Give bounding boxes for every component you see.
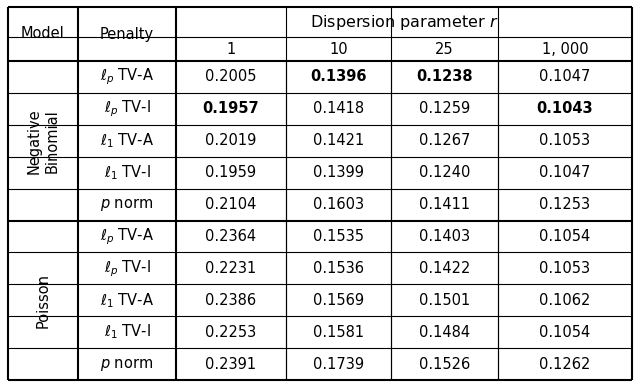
Text: 0.1603: 0.1603 bbox=[313, 197, 364, 212]
Text: 0.1581: 0.1581 bbox=[313, 325, 364, 340]
Text: 0.2364: 0.2364 bbox=[205, 229, 257, 244]
Text: 0.2019: 0.2019 bbox=[205, 133, 257, 148]
Text: 0.2253: 0.2253 bbox=[205, 325, 257, 340]
Text: 0.1053: 0.1053 bbox=[540, 133, 591, 148]
Text: 0.2104: 0.2104 bbox=[205, 197, 257, 212]
Text: 0.2231: 0.2231 bbox=[205, 261, 257, 276]
Text: $\ell_p$ TV-A: $\ell_p$ TV-A bbox=[100, 226, 154, 247]
Text: 1: 1 bbox=[227, 42, 236, 57]
Text: 0.1418: 0.1418 bbox=[313, 101, 364, 116]
Text: 1, 000: 1, 000 bbox=[541, 42, 588, 57]
Text: $\ell_1$ TV-A: $\ell_1$ TV-A bbox=[100, 291, 154, 310]
Text: 0.1422: 0.1422 bbox=[419, 261, 470, 276]
Text: 0.1484: 0.1484 bbox=[419, 325, 470, 340]
Text: $\ell_1$ TV-I: $\ell_1$ TV-I bbox=[104, 323, 150, 341]
Text: $\ell_p$ TV-I: $\ell_p$ TV-I bbox=[104, 99, 150, 119]
Text: 0.1399: 0.1399 bbox=[313, 165, 364, 180]
Text: 0.1047: 0.1047 bbox=[540, 165, 591, 180]
Text: 10: 10 bbox=[329, 42, 348, 57]
Text: 0.1959: 0.1959 bbox=[205, 165, 257, 180]
Text: 0.2005: 0.2005 bbox=[205, 69, 257, 84]
Text: 0.2386: 0.2386 bbox=[205, 293, 257, 308]
Text: $\ell_1$ TV-A: $\ell_1$ TV-A bbox=[100, 131, 154, 150]
Text: 0.1267: 0.1267 bbox=[419, 133, 470, 148]
Text: 0.1253: 0.1253 bbox=[540, 197, 591, 212]
Text: 0.1054: 0.1054 bbox=[540, 229, 591, 244]
Text: 0.1062: 0.1062 bbox=[540, 293, 591, 308]
Text: $\ell_1$ TV-I: $\ell_1$ TV-I bbox=[104, 163, 150, 182]
Text: $\ell_p$ TV-A: $\ell_p$ TV-A bbox=[100, 67, 154, 87]
Text: 0.1569: 0.1569 bbox=[313, 293, 364, 308]
Text: 0.1411: 0.1411 bbox=[419, 197, 470, 212]
Text: 0.1240: 0.1240 bbox=[419, 165, 470, 180]
Text: Dispersion parameter $r$: Dispersion parameter $r$ bbox=[310, 12, 498, 32]
Text: $p$ norm: $p$ norm bbox=[100, 196, 154, 213]
Text: 0.1054: 0.1054 bbox=[540, 325, 591, 340]
Text: 0.1262: 0.1262 bbox=[540, 357, 591, 372]
Text: 0.2391: 0.2391 bbox=[205, 357, 257, 372]
Text: 0.1739: 0.1739 bbox=[313, 357, 364, 372]
Text: 0.1403: 0.1403 bbox=[419, 229, 470, 244]
Text: 25: 25 bbox=[435, 42, 454, 57]
Text: $p$ norm: $p$ norm bbox=[100, 356, 154, 373]
Text: 0.1259: 0.1259 bbox=[419, 101, 470, 116]
Text: 0.1536: 0.1536 bbox=[313, 261, 364, 276]
Text: Penalty: Penalty bbox=[100, 27, 154, 42]
Text: 0.1238: 0.1238 bbox=[416, 69, 473, 84]
Text: 0.1396: 0.1396 bbox=[310, 69, 367, 84]
Text: Poisson: Poisson bbox=[35, 273, 51, 328]
Text: 0.1501: 0.1501 bbox=[419, 293, 470, 308]
Text: Model: Model bbox=[21, 27, 65, 42]
Text: Negative
Binomial: Negative Binomial bbox=[26, 108, 60, 174]
Text: $\ell_p$ TV-I: $\ell_p$ TV-I bbox=[104, 258, 150, 279]
Text: 0.1526: 0.1526 bbox=[419, 357, 470, 372]
Text: 0.1047: 0.1047 bbox=[540, 69, 591, 84]
Text: 0.1053: 0.1053 bbox=[540, 261, 591, 276]
Text: 0.1043: 0.1043 bbox=[537, 101, 593, 116]
Text: 0.1421: 0.1421 bbox=[313, 133, 364, 148]
Text: 0.1957: 0.1957 bbox=[203, 101, 259, 116]
Text: 0.1535: 0.1535 bbox=[313, 229, 364, 244]
